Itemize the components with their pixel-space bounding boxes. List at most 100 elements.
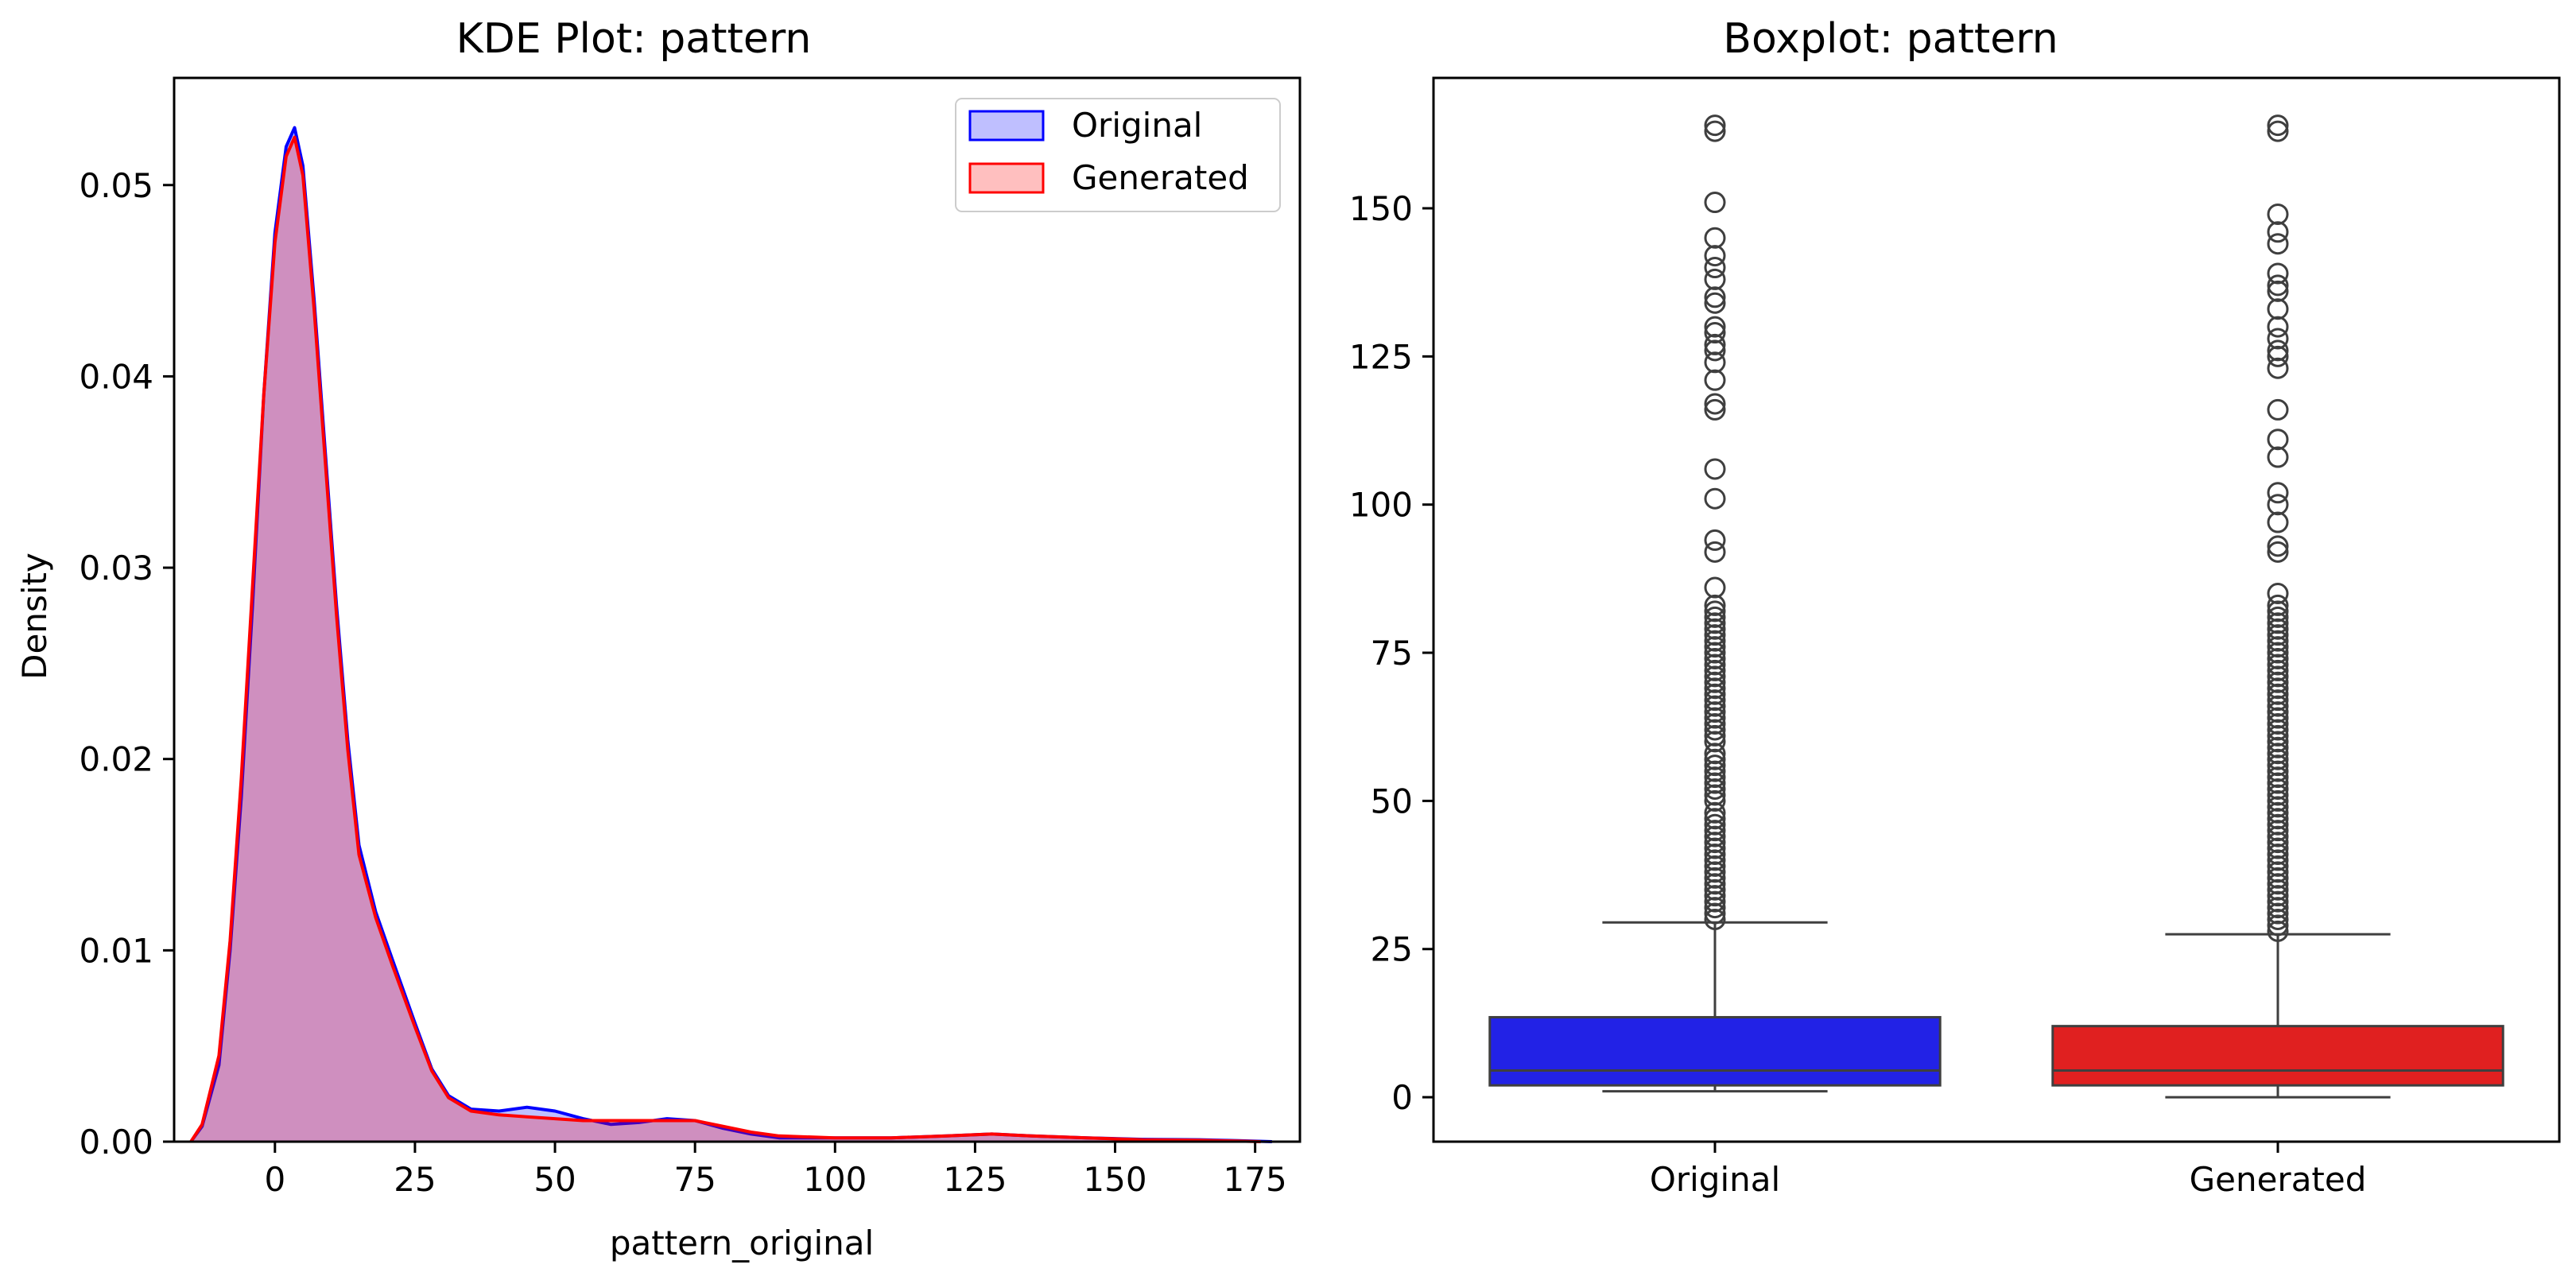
kde-x-tick-label: 150: [1083, 1160, 1146, 1199]
outlier-point: [1704, 789, 1726, 812]
outlier-point: [2267, 233, 2289, 255]
box-y-tick-label: 100: [1349, 486, 1413, 525]
outlier-point: [2267, 855, 2289, 877]
outlier-point: [2267, 114, 2289, 137]
outlier-point: [1704, 748, 1726, 770]
outlier-point: [1704, 316, 1726, 338]
kde-y-tick-label: 0.05: [79, 166, 153, 205]
outlier-point: [2267, 345, 2289, 367]
outlier-point: [2267, 677, 2289, 700]
outlier-point: [2267, 606, 2289, 628]
outlier-point: [2267, 849, 2289, 871]
outlier-point: [2267, 701, 2289, 723]
outlier-point: [2267, 298, 2289, 320]
box-y-tick-label: 0: [1391, 1078, 1413, 1117]
outlier-point: [2267, 719, 2289, 741]
outlier-point: [2267, 494, 2289, 516]
outlier-point: [2267, 766, 2289, 789]
outlier-point: [1704, 784, 1726, 806]
outlier-point: [2267, 630, 2289, 652]
outlier-point: [2267, 120, 2289, 142]
outlier-point: [1704, 351, 1726, 374]
box-y-tick-label: 75: [1371, 634, 1413, 673]
outlier-point: [2267, 482, 2289, 504]
box-generated: [2051, 1025, 2504, 1087]
outlier-point: [2267, 712, 2289, 735]
outlier-point: [2267, 429, 2289, 451]
box-original: [1488, 1015, 1942, 1087]
box-y-tick-label: 125: [1349, 337, 1413, 376]
outlier-point: [2267, 736, 2289, 758]
legend-frame: [955, 98, 1281, 212]
outlier-point: [1704, 398, 1726, 421]
outlier-point: [2267, 647, 2289, 669]
kde-plot: KDE Plot: pattern 0 25 50 75 100 125 150 175 0.…: [15, 15, 1302, 1263]
outlier-point: [2267, 618, 2289, 640]
outlier-point: [2267, 813, 2289, 836]
outlier-point: [2267, 654, 2289, 676]
outlier-point: [1704, 855, 1726, 877]
outlier-point: [1704, 825, 1726, 848]
outlier-point: [1704, 192, 1726, 214]
outlier-point: [1704, 245, 1726, 267]
outlier-point: [1704, 801, 1726, 824]
kde-y-tick-label: 0.01: [79, 931, 153, 970]
outlier-point: [2267, 832, 2289, 854]
outlier-point: [1704, 879, 1726, 901]
kde-x-tick-label: 175: [1224, 1160, 1287, 1199]
outlier-point: [2267, 867, 2289, 889]
outlier-point: [2267, 671, 2289, 693]
kde-y-tick-label: 0.00: [79, 1123, 153, 1162]
kde-x-tick-label: 25: [394, 1160, 436, 1199]
box-group-original: [1488, 114, 1942, 1093]
outlier-point: [1704, 754, 1726, 777]
outlier-point: [1704, 837, 1726, 859]
outlier-point: [1704, 873, 1726, 895]
outlier-point: [2267, 743, 2289, 765]
kde-area-generated: [191, 137, 1261, 1142]
outlier-point: [2267, 885, 2289, 907]
outlier-point: [2267, 724, 2289, 747]
outlier-point: [2267, 879, 2289, 901]
kde-series-layer: [189, 126, 1272, 1143]
outlier-point: [1704, 683, 1726, 705]
outlier-point: [2267, 665, 2289, 688]
outlier-point: [1704, 624, 1726, 646]
outlier-point: [1704, 724, 1726, 747]
outlier-point: [1704, 861, 1726, 883]
box-x-tick-label: Original: [1650, 1160, 1780, 1199]
outlier-point: [1704, 778, 1726, 800]
outlier-point: [2267, 262, 2289, 285]
outlier-point: [1704, 333, 1726, 355]
outlier-point: [1704, 529, 1726, 551]
legend-swatch-original: [968, 110, 1045, 142]
outlier-point: [1704, 766, 1726, 789]
outlier-point: [1704, 393, 1726, 415]
box-x-tick-label: Generated: [2190, 1160, 2367, 1199]
outlier-point: [1704, 369, 1726, 391]
kde-y-label: Density: [15, 553, 54, 680]
box-y-ticks: 0 25 50 75 100 125 150: [1349, 189, 1433, 1117]
kde-x-tick-label: 100: [803, 1160, 867, 1199]
outlier-point: [2267, 695, 2289, 717]
outlier-point: [1704, 487, 1726, 510]
outlier-point: [2267, 837, 2289, 859]
outlier-point: [1704, 659, 1726, 681]
outlier-point: [1704, 120, 1726, 142]
outlier-point: [2267, 274, 2289, 297]
outlier-point: [2267, 784, 2289, 806]
outlier-point: [2267, 808, 2289, 830]
outlier-point: [1704, 612, 1726, 634]
outlier-point: [2267, 511, 2289, 533]
outlier-point: [2267, 280, 2289, 302]
outlier-point: [1704, 808, 1726, 830]
box-axes-frame: [1432, 76, 2561, 1143]
outlier-point: [1704, 897, 1726, 919]
kde-area-original: [191, 127, 1272, 1142]
outlier-point: [2267, 203, 2289, 225]
kde-x-ticks: 0 25 50 75 100 125 150 175: [264, 1142, 1287, 1199]
outlier-point: [1704, 286, 1726, 308]
outlier-point: [2267, 861, 2289, 883]
outlier-point: [2267, 908, 2289, 930]
